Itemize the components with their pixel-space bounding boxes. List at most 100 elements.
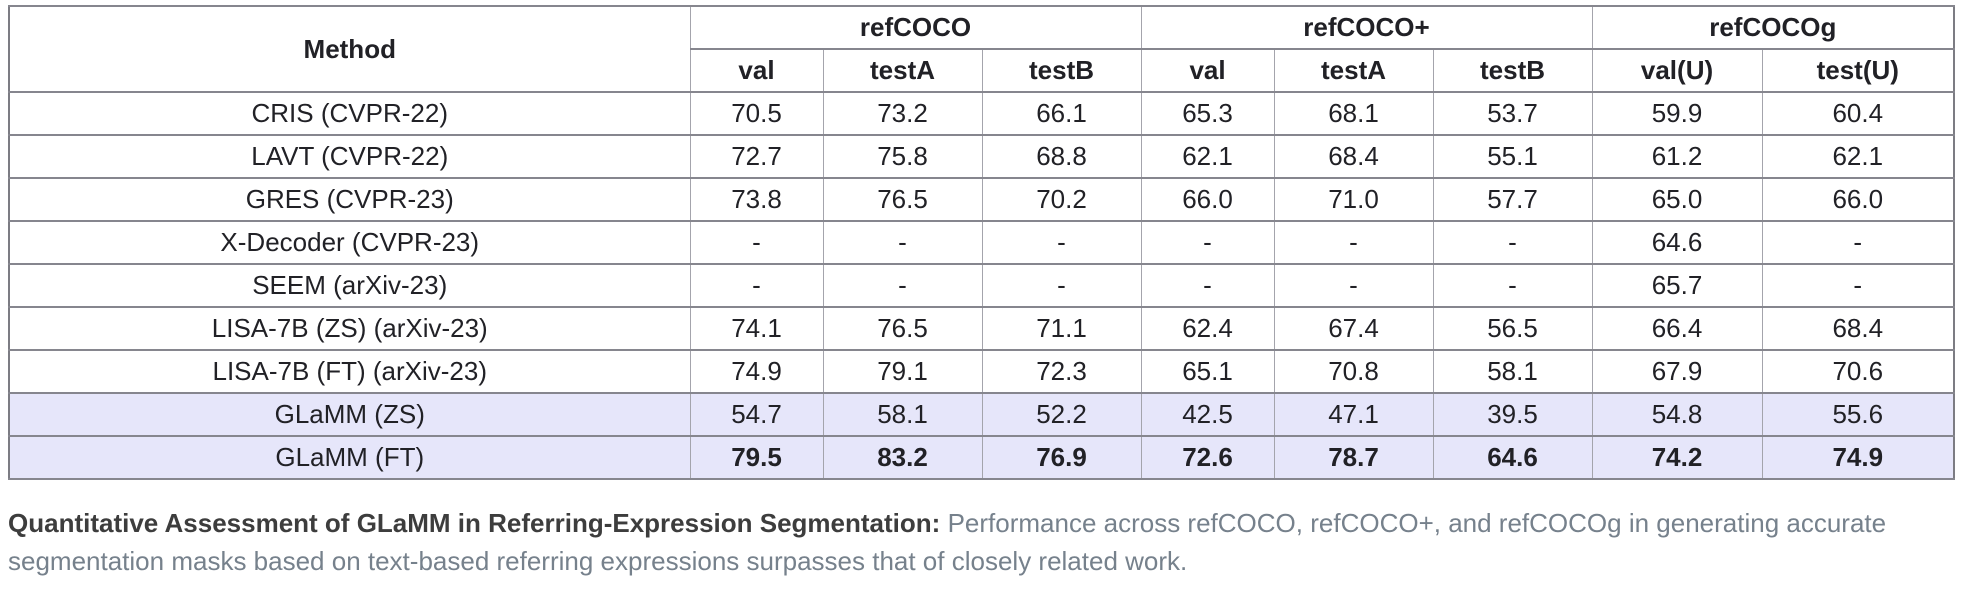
table-row: GLaMM (ZS) 54.7 58.1 52.2 42.5 47.1 39.5 54.8 55… [8, 392, 1955, 437]
value-cell: 66.4 [1591, 306, 1763, 351]
value-cell: - [1432, 220, 1593, 265]
table-row: GRES (CVPR-23) 73.8 76.5 70.2 66.0 71.0 57.7 65… [8, 177, 1955, 222]
value-cell: 62.4 [1140, 306, 1275, 351]
method-cell: LISA-7B (ZS) (arXiv-23) [8, 306, 691, 351]
method-cell: SEEM (arXiv-23) [8, 263, 691, 308]
value-cell: 65.1 [1140, 349, 1275, 394]
subcolumn-header: val [689, 48, 824, 93]
value-cell: - [689, 263, 824, 308]
value-cell: 68.8 [981, 134, 1142, 179]
value-cell: 54.7 [689, 392, 824, 437]
value-cell: 58.1 [1432, 349, 1593, 394]
subcolumn-header: val(U) [1591, 48, 1763, 93]
value-cell: 66.0 [1140, 177, 1275, 222]
caption-separator: : [931, 508, 941, 538]
value-cell: 42.5 [1140, 392, 1275, 437]
value-cell: - [1761, 220, 1955, 265]
subcolumn-header: testB [1432, 48, 1593, 93]
value-cell: 55.6 [1761, 392, 1955, 437]
value-cell: 83.2 [822, 435, 983, 480]
value-cell: 68.1 [1273, 91, 1434, 136]
table-body: CRIS (CVPR-22) 70.5 73.2 66.1 65.3 68.1 53.7 59… [8, 91, 1955, 480]
table-row: SEEM (arXiv-23) - - - - - -65.7- [8, 263, 1955, 308]
value-cell: 62.1 [1761, 134, 1955, 179]
value-cell: - [981, 263, 1142, 308]
method-cell: CRIS (CVPR-22) [8, 91, 691, 136]
value-cell: 78.7 [1273, 435, 1434, 480]
value-cell: - [822, 220, 983, 265]
value-cell: - [1140, 263, 1275, 308]
value-cell: 65.0 [1591, 177, 1763, 222]
method-cell: X-Decoder (CVPR-23) [8, 220, 691, 265]
value-cell: 79.5 [689, 435, 824, 480]
value-cell: 70.8 [1273, 349, 1434, 394]
value-cell: 62.1 [1140, 134, 1275, 179]
value-cell: - [981, 220, 1142, 265]
group-header-refcoco: refCOCO+ [1140, 5, 1593, 50]
value-cell: 60.4 [1761, 91, 1955, 136]
method-cell: LAVT (CVPR-22) [8, 134, 691, 179]
method-cell: GLaMM (FT) [8, 435, 691, 480]
value-cell: 76.5 [822, 306, 983, 351]
value-cell: 66.1 [981, 91, 1142, 136]
value-cell: 61.2 [1591, 134, 1763, 179]
group-header-refcocog: refCOCOg [1591, 5, 1955, 50]
table-row: LISA-7B (FT) (arXiv-23) 74.9 79.1 72.3 65.1 7… [8, 349, 1955, 394]
value-cell: 68.4 [1273, 134, 1434, 179]
value-cell: 74.9 [689, 349, 824, 394]
value-cell: - [822, 263, 983, 308]
value-cell: - [1761, 263, 1955, 308]
subcolumn-header: testA [1273, 48, 1434, 93]
value-cell: - [689, 220, 824, 265]
value-cell: 74.9 [1761, 435, 1955, 480]
value-cell: 72.3 [981, 349, 1142, 394]
value-cell: 68.4 [1761, 306, 1955, 351]
value-cell: 76.9 [981, 435, 1142, 480]
value-cell: 54.8 [1591, 392, 1763, 437]
method-cell: LISA-7B (FT) (arXiv-23) [8, 349, 691, 394]
method-cell: GLaMM (ZS) [8, 392, 691, 437]
value-cell: 71.0 [1273, 177, 1434, 222]
table-header: Method refCOCO refCOCO+ refCOCOg val testA t… [8, 5, 1955, 93]
table-row: X-Decoder (CVPR-23) - - - - - -64.6- [8, 220, 1955, 265]
value-cell: 70.5 [689, 91, 824, 136]
value-cell: 65.7 [1591, 263, 1763, 308]
value-cell: - [1273, 220, 1434, 265]
table-row: LAVT (CVPR-22) 72.7 75.8 68.8 62.1 68.4 55.1 61… [8, 134, 1955, 179]
value-cell: - [1140, 220, 1275, 265]
value-cell: 64.6 [1591, 220, 1763, 265]
value-cell: 66.0 [1761, 177, 1955, 222]
group-header-refcoco: refCOCO [689, 5, 1142, 50]
method-column-header: Method [8, 5, 691, 93]
value-cell: 71.1 [981, 306, 1142, 351]
value-cell: 57.7 [1432, 177, 1593, 222]
value-cell: 52.2 [981, 392, 1142, 437]
value-cell: 55.1 [1432, 134, 1593, 179]
table-caption: Quantitative Assessment of GLaMM in Refe… [8, 504, 1953, 580]
page: Method refCOCO refCOCO+ refCOCOg val testA t… [8, 5, 1956, 580]
value-cell: 64.6 [1432, 435, 1593, 480]
value-cell: 76.5 [822, 177, 983, 222]
subcolumn-header: testA [822, 48, 983, 93]
results-table: Method refCOCO refCOCO+ refCOCOg val testA t… [8, 5, 1956, 480]
value-cell: 70.6 [1761, 349, 1955, 394]
header-subcolumn-row: val testA testB val testA testB val(U) test(U) [9, 48, 1955, 93]
value-cell: 39.5 [1432, 392, 1593, 437]
subcolumn-header: testB [981, 48, 1142, 93]
caption-body: Performance across refCOCO, refCOCO+, an… [8, 508, 1887, 576]
table-row: GLaMM (FT) 79.5 83.2 76.9 72.6 78.7 64.6 74.2 74… [8, 435, 1955, 480]
value-cell: 74.1 [689, 306, 824, 351]
caption-title: Quantitative Assessment of GLaMM in Refe… [8, 508, 932, 538]
value-cell: 73.2 [822, 91, 983, 136]
value-cell: 67.9 [1591, 349, 1763, 394]
method-cell: GRES (CVPR-23) [8, 177, 691, 222]
value-cell: 75.8 [822, 134, 983, 179]
value-cell: - [1273, 263, 1434, 308]
header-group-row: Method refCOCO refCOCO+ refCOCOg [8, 5, 1955, 93]
value-cell: 79.1 [822, 349, 983, 394]
value-cell: 67.4 [1273, 306, 1434, 351]
subcolumn-header: test(U) [1761, 48, 1955, 93]
value-cell: 47.1 [1273, 392, 1434, 437]
value-cell: 72.6 [1140, 435, 1275, 480]
table-row: CRIS (CVPR-22) 70.5 73.2 66.1 65.3 68.1 53.7 59… [8, 91, 1955, 136]
